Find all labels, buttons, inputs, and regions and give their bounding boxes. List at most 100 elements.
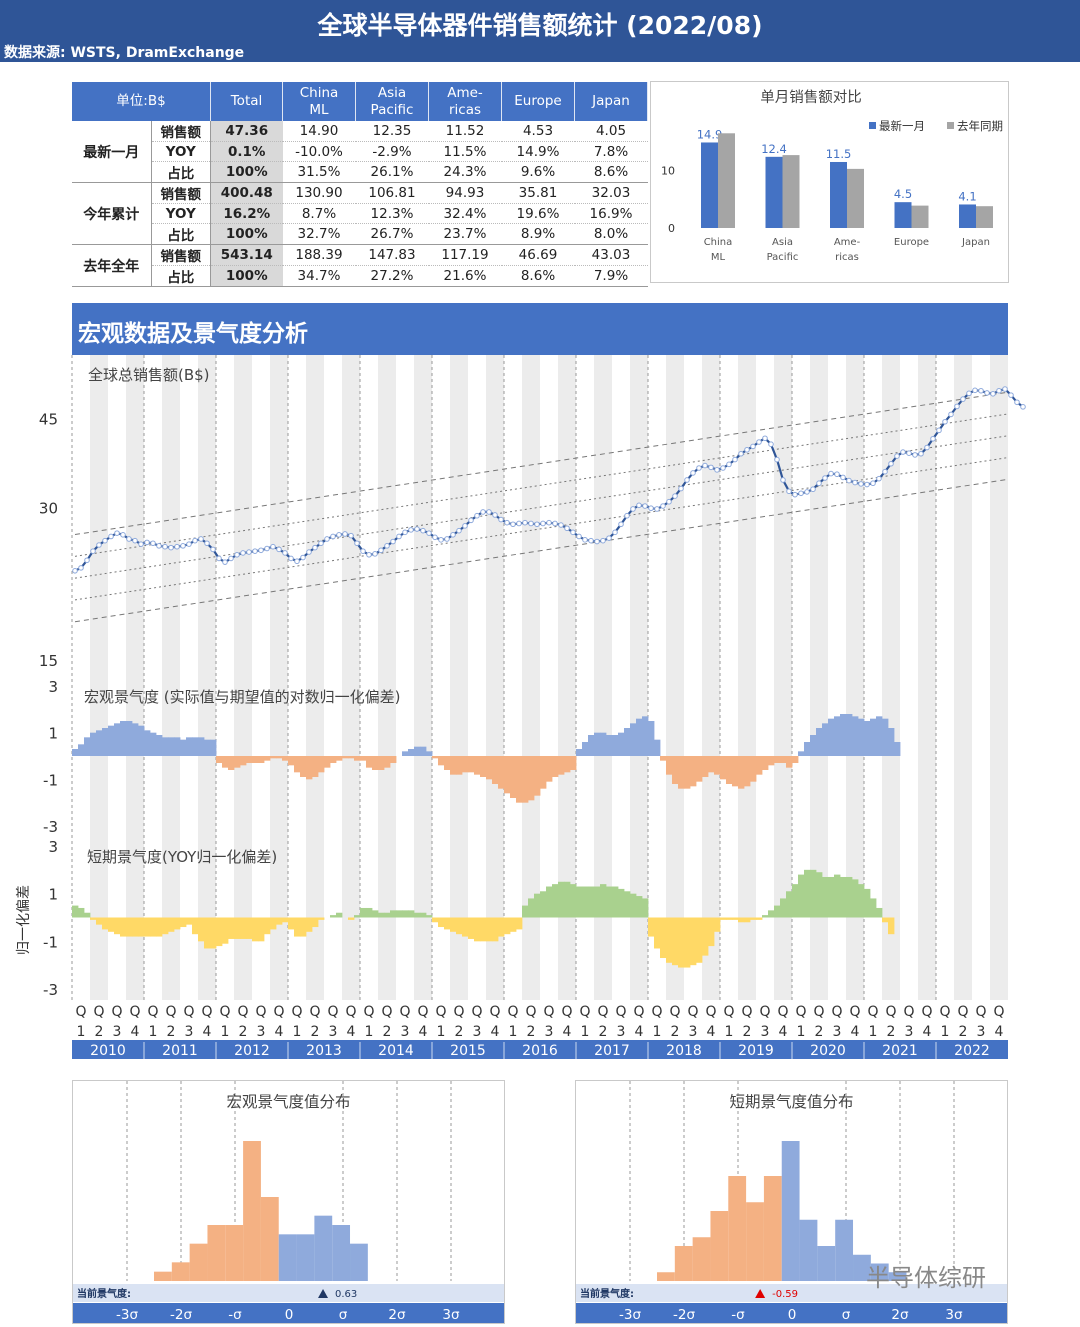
quarter-letter: Q [633,1004,644,1020]
area-bar [78,744,85,756]
area-bar [870,718,877,756]
data-point [216,555,222,562]
area-bar [294,917,301,937]
area-bar [648,917,655,937]
area-bar [882,718,889,756]
histogram-bar [781,1141,800,1281]
year-band [72,1040,1008,1059]
data-point [348,532,354,539]
data-point [246,549,252,555]
area-bar [348,756,355,759]
quarter-letter: Q [489,1004,500,1020]
area-bar [762,915,769,918]
data-point [612,529,618,536]
category-label: Asia Pacific [767,237,799,263]
data-point [336,531,342,538]
area-bar [486,917,493,942]
area-bar [450,756,457,775]
area-bar [120,917,127,937]
quarter-number: 2 [311,1024,320,1040]
area-bar [684,756,691,789]
metric-label: 占比 [151,161,211,183]
quarter-number: 1 [941,1024,950,1040]
data-point [318,540,324,547]
area-bar [876,716,883,756]
quarter-band [90,355,108,1000]
column-header: Asia Pacific [355,82,429,121]
table-row: 占比 100% 32.7% 26.7% 23.7% 8.9% 8.0% [72,223,648,245]
area-bar [330,915,337,918]
area-bar [876,907,883,918]
area-bar [888,917,895,935]
table-row: YOY 16.2% 8.7% 12.3% 32.4% 19.6% 16.9% [72,203,648,224]
quarter-letter: Q [399,1004,410,1020]
area-bar [402,751,409,756]
quarter-band [414,355,432,1000]
data-point [912,452,918,458]
area-bar [822,723,829,756]
table-cell: 46.69 [501,244,575,266]
category-label: Ame-ricas [834,237,861,263]
quarter-number: 3 [905,1024,914,1040]
area-bar [768,756,775,766]
data-point [138,541,144,547]
area-bar [204,739,211,756]
quarter-number: 4 [707,1024,716,1040]
area-bar [426,915,433,918]
quarter-band [342,355,360,1000]
area-bar [408,910,415,918]
data-point [966,390,972,397]
area-bar [654,739,661,756]
quarter-band [774,355,792,1000]
area-bar [156,735,163,756]
table-cell: 100% [210,223,283,245]
area-bar [432,917,439,923]
table-cell: 21.6% [428,265,502,287]
histogram-bar [674,1246,693,1281]
area-bar [378,756,385,770]
indicator-marker [318,1289,329,1298]
stats-table: 单位:B$ Total China ML Asia Pacific Ame-ricas Eur… [72,82,648,287]
area-bar [636,718,643,756]
data-point [498,516,504,523]
area-bar [168,737,175,756]
area-bar [852,879,859,918]
chart-title: 短期景气度值分布 [729,1093,853,1111]
area-bar [678,917,685,968]
data-point [1002,386,1008,392]
area-bar [792,884,799,918]
area-bar [594,732,601,756]
area-bar [258,756,265,763]
area-bar [462,917,469,937]
area-bar [498,756,505,789]
area-bar [252,917,259,942]
area-bar [72,749,79,756]
quarter-band [198,355,216,1000]
area-bar [546,756,553,782]
macro-distribution-panel: 宏观景气度值分布 当前景气度: 0.63 -3σ -2σ -σ 0 σ 2σ 3σ [72,1080,505,1324]
quarter-letter: Q [597,1004,608,1020]
data-point [312,544,318,551]
quarter-letter: Q [849,1004,860,1020]
chart-title: 短期景气度(YOY归一化偏差) [87,848,277,866]
data-point [90,548,96,554]
quarter-band [630,355,648,1000]
area-bar [318,917,325,920]
area-bar [552,884,559,918]
area-bar [834,874,841,918]
data-point [276,546,282,553]
quarter-letter: Q [957,1004,968,1020]
data-point [102,537,108,544]
data-point [576,533,582,540]
data-point [852,479,858,486]
data-point [534,521,540,528]
area-bar [102,917,109,930]
area-bar [156,917,163,937]
data-point [204,540,210,547]
data-point [834,471,840,478]
quarter-number: 2 [527,1024,536,1040]
area-bar [624,891,631,918]
data-point [792,491,798,498]
quarter-band [378,355,396,1000]
data-point [900,449,906,455]
